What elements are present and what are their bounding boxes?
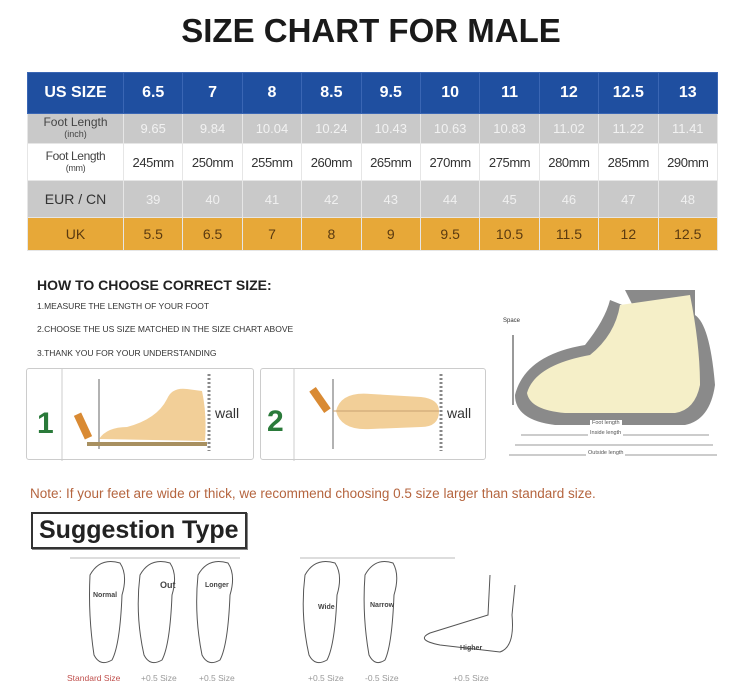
eur-cell: 40 (182, 180, 243, 218)
row-label: UK (27, 217, 124, 251)
us-cell: 10 (419, 72, 481, 114)
mm-cell: 280mm (538, 143, 600, 181)
row-label-main: Foot Length (43, 115, 108, 129)
foot-length-mm-row: Foot Length (mm) 245mm 250mm 255mm 260mm 265m… (27, 143, 719, 181)
mm-cell: 290mm (657, 143, 719, 181)
size-caption: +0.5 Size (453, 673, 489, 683)
row-label: EUR / CN (27, 180, 124, 218)
inch-cell: 10.04 (241, 113, 303, 144)
eur-cn-row: EUR / CN 39 40 41 42 43 44 45 46 47 48 (27, 180, 719, 218)
uk-cell: 9 (360, 217, 421, 251)
step-text: 2.CHOOSE THE US SIZE MATCHED IN THE SIZE… (37, 324, 294, 334)
mm-cell: 285mm (598, 143, 659, 181)
space-label: Space (503, 318, 521, 324)
us-cell: 6.5 (122, 72, 184, 114)
uk-row: UK 5.5 6.5 7 8 9 9.5 10.5 11.5 12 12.5 (27, 217, 719, 251)
mm-cell: 265mm (360, 143, 421, 181)
us-cell: 7 (182, 72, 243, 114)
size-caption: Standard Size (67, 673, 121, 683)
uk-cell: 8 (301, 217, 362, 251)
eur-cell: 44 (419, 180, 481, 218)
eur-cell: 41 (241, 180, 303, 218)
eur-cell: 39 (122, 180, 184, 218)
us-cell: 12.5 (598, 72, 659, 114)
inside-length-label: Inside length (588, 430, 624, 436)
step-number: 2 (267, 405, 284, 438)
mm-cell: 275mm (479, 143, 540, 181)
us-size-row: US SIZE 6.5 7 8 8.5 9.5 10 11 12 12.5 13 (27, 72, 719, 114)
mm-cell: 270mm (419, 143, 481, 181)
eur-cell: 45 (479, 180, 540, 218)
us-cell: 8.5 (301, 72, 362, 114)
eur-cell: 46 (538, 180, 600, 218)
inch-cell: 11.02 (538, 113, 600, 144)
row-label: Foot Length (inch) (27, 113, 124, 144)
us-cell: 9.5 (360, 72, 421, 114)
outside-length-label: Outside length (586, 450, 626, 456)
mm-cell: 245mm (122, 143, 184, 181)
row-label-unit: (inch) (64, 129, 87, 139)
uk-cell: 7 (241, 217, 303, 251)
measure-panel-1: 1 wall (26, 368, 254, 461)
foot-type-label: Longer (205, 582, 229, 589)
foot-top-illustration (293, 369, 443, 461)
foot-type-label: Narrow (370, 602, 395, 609)
shoe-cross-section-illustration (509, 290, 717, 456)
us-cell: 13 (657, 72, 719, 114)
step-text: 1.MEASURE THE LENGTH OF YOUR FOOT (37, 301, 210, 311)
wall-label: wall (447, 405, 472, 421)
us-cell: 12 (538, 72, 600, 114)
foot-type-label: Wide (318, 604, 335, 611)
mm-cell: 255mm (241, 143, 303, 181)
uk-cell: 12 (598, 217, 659, 251)
eur-cell: 47 (598, 180, 659, 218)
uk-cell: 10.5 (479, 217, 540, 251)
eur-cell: 48 (657, 180, 719, 218)
size-caption: +0.5 Size (141, 673, 177, 683)
mm-cell: 250mm (182, 143, 243, 181)
inch-cell: 10.83 (479, 113, 540, 144)
note-text: Note: If your feet are wide or thick, we… (30, 486, 596, 501)
inch-cell: 11.22 (598, 113, 659, 144)
size-chart-table: US SIZE 6.5 7 8 8.5 9.5 10 11 12 12.5 13 Foot Len… (27, 72, 719, 251)
inch-cell: 10.43 (360, 113, 421, 144)
size-caption: +0.5 Size (308, 673, 344, 683)
eur-cell: 42 (301, 180, 362, 218)
inch-cell: 10.24 (301, 113, 362, 144)
mm-cell: 260mm (301, 143, 362, 181)
inch-cell: 10.63 (419, 113, 481, 144)
foot-type-label: Normal (93, 592, 118, 599)
eur-cell: 43 (360, 180, 421, 218)
step-text: 3.THANK YOU FOR YOUR UNDERSTANDING (37, 348, 217, 358)
howto-heading: HOW TO CHOOSE CORRECT SIZE: (37, 277, 272, 293)
row-label-unit: (mm) (65, 162, 86, 173)
us-cell: 8 (241, 72, 303, 114)
uk-cell: 9.5 (419, 217, 481, 251)
size-caption: -0.5 Size (365, 673, 399, 683)
uk-cell: 6.5 (182, 217, 243, 251)
feet-outlines-illustration (70, 557, 516, 664)
uk-cell: 12.5 (657, 217, 719, 251)
foot-length-inch-row: Foot Length (inch) 9.65 9.84 10.04 10.24 10.4… (27, 113, 719, 144)
uk-cell: 5.5 (122, 217, 184, 251)
row-label-main: Foot Length (45, 148, 106, 163)
foot-length-label: Foot length (590, 420, 622, 426)
size-caption: +0.5 Size (199, 673, 235, 683)
wall-label: wall (215, 405, 240, 421)
measure-panel-2: 2 wall (260, 368, 486, 461)
inch-cell: 11.41 (657, 113, 719, 144)
row-label: Foot Length (mm) (27, 143, 124, 181)
foot-type-label: Higher (460, 645, 483, 652)
page-title: SIZE CHART FOR MALE (181, 12, 561, 49)
inch-cell: 9.65 (122, 113, 184, 144)
foot-type-label: Out (160, 580, 176, 590)
step-number: 1 (37, 407, 54, 440)
foot-side-illustration (61, 369, 211, 461)
suggestion-heading: Suggestion Type (31, 512, 247, 549)
us-cell: 11 (479, 72, 540, 114)
inch-cell: 9.84 (182, 113, 243, 144)
uk-cell: 11.5 (538, 217, 600, 251)
row-label: US SIZE (27, 72, 124, 114)
